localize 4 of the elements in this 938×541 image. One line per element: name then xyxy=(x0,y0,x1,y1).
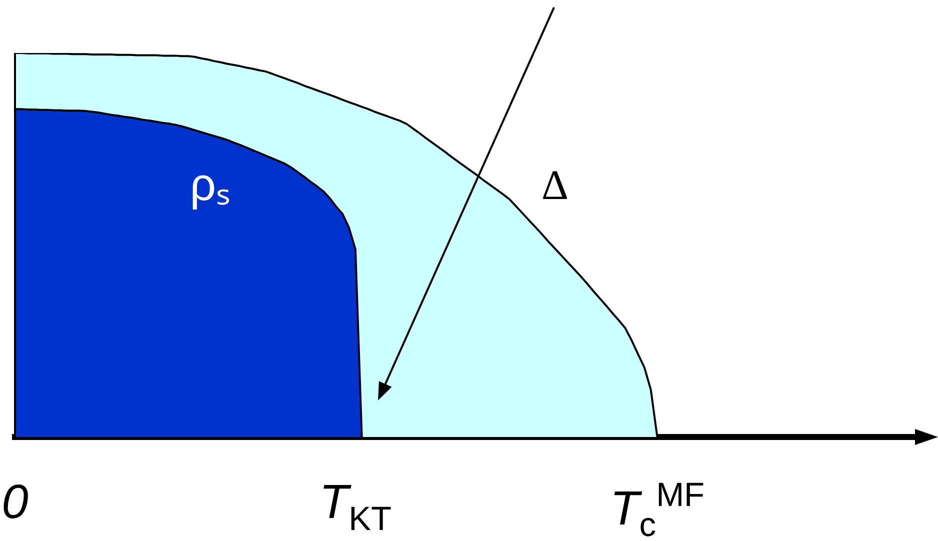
x-tick-label: 0 xyxy=(2,476,28,529)
series-label: Δ xyxy=(541,163,569,209)
x-tick-label: T$_{KT}$ xyxy=(319,476,392,538)
series-label: ρₛ xyxy=(190,158,230,210)
